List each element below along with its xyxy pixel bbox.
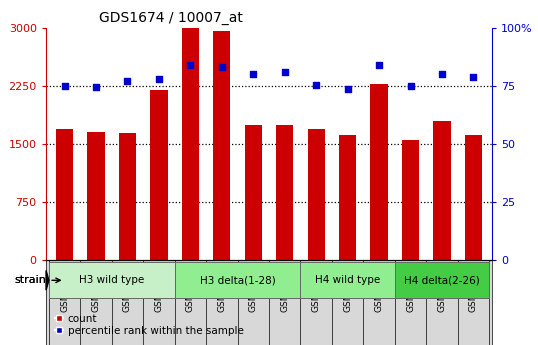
Bar <box>433 121 451 260</box>
Bar <box>87 132 105 260</box>
Text: strain: strain <box>15 275 60 285</box>
Bar <box>46 260 492 345</box>
Point <box>123 78 132 84</box>
Bar <box>371 84 388 260</box>
Bar <box>395 263 489 298</box>
Bar <box>245 125 262 260</box>
Text: H3 wild type: H3 wild type <box>79 275 144 285</box>
Text: strain: strain <box>14 275 46 285</box>
Bar <box>465 136 482 260</box>
Bar <box>56 128 73 260</box>
Bar <box>49 263 175 298</box>
Legend: count, percentile rank within the sample: count, percentile rank within the sample <box>51 309 247 340</box>
Text: GDS1674 / 10007_at: GDS1674 / 10007_at <box>100 11 243 25</box>
Point <box>280 69 289 75</box>
Point <box>60 83 69 89</box>
Polygon shape <box>46 270 49 290</box>
Point <box>92 84 101 90</box>
Bar <box>308 128 325 260</box>
Bar <box>182 28 199 260</box>
Point <box>469 74 478 79</box>
Bar <box>46 260 492 345</box>
Text: H4 wild type: H4 wild type <box>315 275 380 285</box>
Bar <box>402 140 419 260</box>
Bar <box>339 135 356 260</box>
Bar <box>119 133 136 260</box>
Bar <box>300 263 395 298</box>
Bar <box>150 90 167 260</box>
Text: H4 delta(2-26): H4 delta(2-26) <box>404 275 480 285</box>
Point <box>154 76 163 81</box>
Text: H3 delta(1-28): H3 delta(1-28) <box>200 275 275 285</box>
Point <box>249 71 258 77</box>
Bar <box>213 31 230 260</box>
Point <box>343 87 352 92</box>
Point <box>437 71 446 77</box>
Bar <box>276 125 293 260</box>
Point <box>186 62 195 68</box>
Point <box>406 83 415 89</box>
Bar <box>175 263 300 298</box>
Point <box>312 82 321 87</box>
Point <box>375 62 384 68</box>
Point <box>217 65 226 70</box>
